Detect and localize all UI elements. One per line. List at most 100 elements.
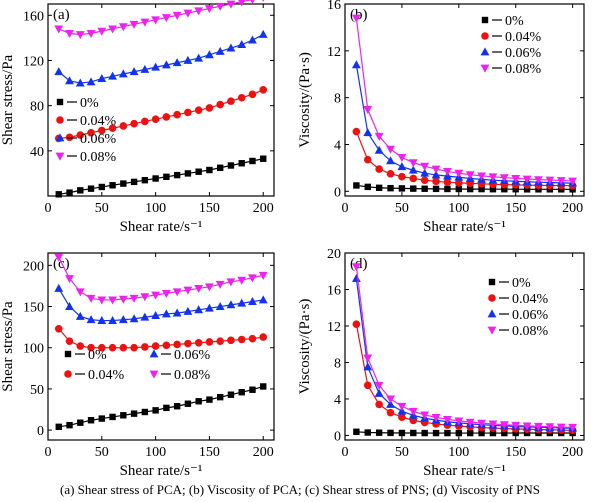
series-0.04% <box>54 324 268 352</box>
x-tick-label: 0 <box>45 445 52 460</box>
data-point <box>98 183 106 191</box>
y-axis-label: Shear stress/Pa <box>0 54 16 145</box>
data-point <box>141 343 149 351</box>
data-point <box>66 421 73 429</box>
data-point <box>556 177 566 186</box>
series-0% <box>55 155 267 198</box>
data-point <box>118 69 128 78</box>
data-point <box>420 176 429 184</box>
data-point <box>98 415 106 422</box>
y-tick-label: 12 <box>327 45 341 60</box>
chart-panel-b: 0 50 100 150 200 0 4 8 12 16 Shear rate/s⁻¹ Viscosi… <box>297 0 585 235</box>
data-point <box>184 339 192 348</box>
data-point <box>260 383 267 390</box>
data-point <box>387 429 394 437</box>
data-point <box>215 2 225 11</box>
data-point <box>77 187 84 194</box>
data-point <box>205 283 214 292</box>
data-point <box>237 40 247 49</box>
data-point <box>227 97 235 105</box>
legend-label: 0.08% <box>174 368 211 383</box>
data-point <box>215 46 225 55</box>
x-axis-label: Shear rate/s⁻¹ <box>120 219 203 235</box>
data-point <box>260 155 267 162</box>
chart-panel-d: 0 50 100 150 200 0 4 8 12 16 20 Shear rate/s⁻¹ Visco… <box>297 247 585 479</box>
data-point <box>386 399 395 408</box>
data-point <box>363 105 373 114</box>
data-point <box>194 305 204 314</box>
data-point <box>86 315 96 324</box>
legend-label: 0% <box>512 276 531 291</box>
x-axis-label: Shear rate/s⁻¹ <box>423 463 506 479</box>
data-point <box>444 429 451 437</box>
data-point <box>140 64 150 73</box>
data-point <box>86 77 96 86</box>
data-point <box>522 422 532 431</box>
legend-marker <box>481 32 489 40</box>
figure-caption: (a) Shear stress of PCA; (b) Viscosity o… <box>60 482 540 497</box>
legend-marker <box>487 309 497 318</box>
y-tick-label: 0 <box>37 424 44 439</box>
data-point <box>351 273 361 282</box>
data-point <box>130 178 138 186</box>
data-point <box>363 128 373 137</box>
data-point <box>488 173 498 182</box>
legend-marker <box>149 370 159 379</box>
x-tick-label: 100 <box>448 201 469 216</box>
data-point <box>65 29 74 38</box>
y-tick-label: 4 <box>334 138 341 153</box>
y-tick-label: 40 <box>30 145 44 160</box>
data-point <box>375 184 383 192</box>
y-tick-label: 8 <box>334 356 341 371</box>
data-point <box>226 300 236 309</box>
data-point <box>568 177 578 186</box>
data-point <box>216 100 224 109</box>
y-tick-label: 100 <box>23 342 44 357</box>
data-point <box>161 289 171 298</box>
y-tick-label: 8 <box>334 92 341 107</box>
legend-label: 0% <box>505 14 524 29</box>
data-point <box>455 185 463 193</box>
plot-frame <box>47 252 275 441</box>
legend-label: 0.06% <box>505 46 542 61</box>
data-point <box>248 274 257 283</box>
data-point <box>374 145 384 154</box>
data-point <box>432 185 440 193</box>
legend: 0% 0.04% 0.06% 0.08% <box>55 96 117 165</box>
data-point <box>238 389 245 396</box>
data-point <box>75 78 85 87</box>
data-point <box>130 410 138 417</box>
data-point <box>151 291 161 300</box>
data-point <box>227 336 235 345</box>
data-point <box>431 170 441 179</box>
legend-label: 0.04% <box>88 368 125 383</box>
legend-label: 0% <box>88 348 107 363</box>
data-point <box>129 67 139 76</box>
legend-label: 0.04% <box>80 114 117 129</box>
y-axis-label: Viscosity/(Pa·s) <box>297 299 313 395</box>
x-tick-label: 100 <box>145 201 166 216</box>
data-point <box>420 411 430 420</box>
data-point <box>161 14 171 23</box>
data-point <box>108 25 117 34</box>
data-point <box>363 155 372 164</box>
legend-marker <box>488 278 496 286</box>
y-tick-label: 4 <box>334 393 341 408</box>
data-point <box>119 343 128 352</box>
data-point <box>205 338 214 346</box>
data-point <box>194 285 204 294</box>
data-point <box>130 119 138 128</box>
data-point <box>205 303 214 312</box>
legend-marker <box>64 370 72 378</box>
legend-marker <box>149 349 159 358</box>
data-point <box>466 185 474 193</box>
data-point <box>76 131 85 139</box>
data-point <box>55 423 62 431</box>
legend-label: 0% <box>80 96 99 111</box>
y-axis-label: Viscosity/(Pa·s) <box>297 52 313 148</box>
data-point <box>534 422 543 431</box>
x-tick-label: 150 <box>505 445 526 460</box>
data-point <box>118 295 128 304</box>
legend-marker <box>481 16 489 24</box>
data-point <box>195 168 202 175</box>
